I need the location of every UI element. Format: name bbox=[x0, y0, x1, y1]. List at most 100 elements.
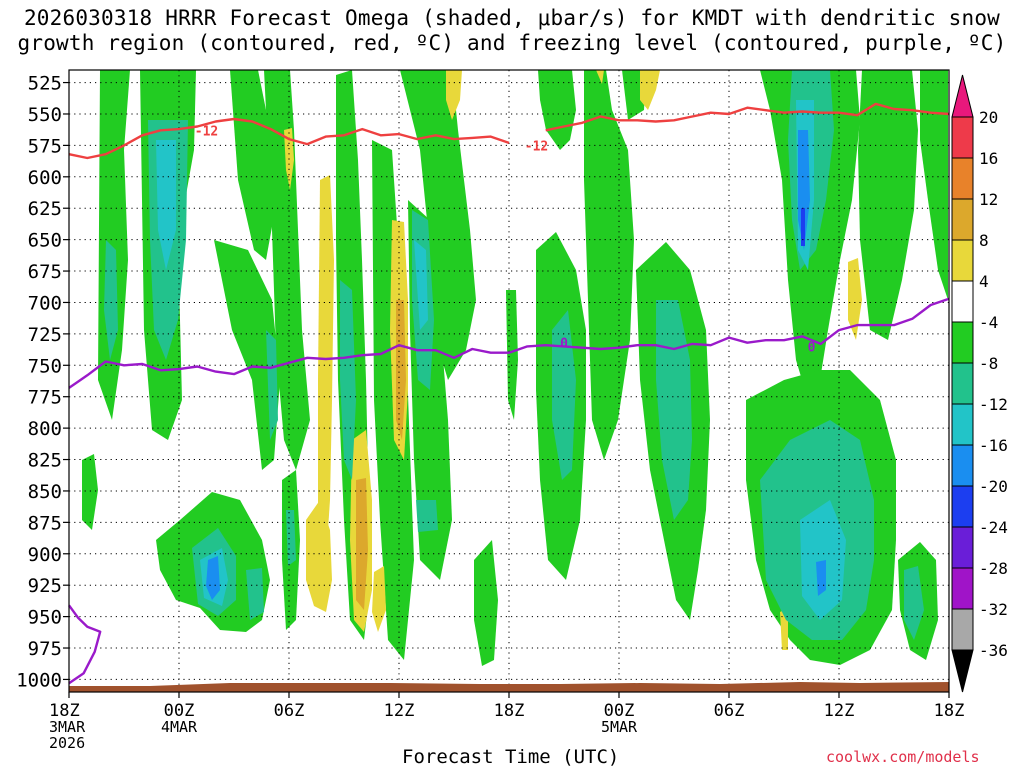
y-tick-label: 750 bbox=[28, 355, 62, 377]
omega-region bbox=[596, 70, 604, 84]
omega-region bbox=[800, 500, 846, 620]
contour-line bbox=[545, 102, 950, 132]
omega-region bbox=[920, 70, 948, 300]
colorbar-label: 20 bbox=[979, 108, 998, 127]
y-tick-label: 600 bbox=[28, 167, 62, 189]
y-tick-label: 1000 bbox=[16, 669, 62, 691]
x-tick-label: 2026 bbox=[49, 734, 85, 752]
omega-region bbox=[816, 560, 826, 596]
omega-region bbox=[414, 240, 428, 330]
contour-label: -12 bbox=[525, 139, 548, 154]
contour-line bbox=[68, 297, 950, 389]
colorbar-band bbox=[951, 239, 974, 282]
colorbar-label: -24 bbox=[979, 518, 1008, 537]
y-tick-label: 900 bbox=[28, 544, 62, 566]
omega-region bbox=[206, 556, 220, 600]
colorbar-band bbox=[951, 157, 974, 200]
y-tick-label: 925 bbox=[28, 575, 62, 597]
terrain-strip bbox=[69, 682, 949, 692]
colorbar-band bbox=[951, 526, 974, 569]
chart-title-line1: 2026030318 HRRR Forecast Omega (shaded, … bbox=[23, 6, 1001, 30]
colorbar-bottom-arrow bbox=[951, 649, 974, 693]
colorbar-label: 4 bbox=[979, 272, 989, 291]
contour-label: 0 bbox=[808, 340, 816, 355]
x-tick-label: 18Z bbox=[494, 701, 525, 721]
omega-region bbox=[104, 240, 118, 360]
colorbar-band bbox=[951, 198, 974, 241]
colorbar-label: 16 bbox=[979, 149, 998, 168]
omega-region bbox=[446, 70, 462, 120]
omega-region bbox=[266, 330, 278, 440]
colorbar-band bbox=[951, 362, 974, 405]
x-tick-label: 12Z bbox=[824, 701, 855, 721]
colorbar-band bbox=[951, 485, 974, 528]
colorbar-top-arrow bbox=[951, 74, 974, 118]
chart-title-line2: growth region (contoured, red, ºC) and f… bbox=[17, 31, 1007, 55]
omega-region bbox=[801, 208, 805, 246]
omega-region bbox=[214, 240, 280, 470]
y-tick-label: 850 bbox=[28, 481, 62, 503]
x-tick-label: 18Z bbox=[934, 701, 965, 721]
omega-region bbox=[858, 70, 918, 340]
credit-text: coolwx.com/models bbox=[826, 748, 980, 766]
omega-region bbox=[286, 510, 296, 566]
omega-region bbox=[246, 568, 264, 620]
x-tick-label: 00Z bbox=[164, 701, 195, 721]
colorbar: 20 16 12 8 4 -4 -8 -12 -16 -20 -24 -28 -32 -36 bbox=[951, 74, 1008, 693]
y-axis: 525 550 575 600 625 650 675 700 725 750 775 800 825 8… bbox=[16, 73, 69, 691]
x-tick-label: 06Z bbox=[714, 701, 745, 721]
colorbar-label: -8 bbox=[979, 354, 998, 373]
omega-region bbox=[396, 300, 406, 440]
y-tick-label: 625 bbox=[28, 198, 62, 220]
colorbar-band bbox=[951, 444, 974, 487]
y-tick-label: 675 bbox=[28, 261, 62, 283]
x-tick-label: 3MAR bbox=[49, 718, 86, 736]
colorbar-label: -12 bbox=[979, 395, 1008, 414]
x-axis-title: Forecast Time (UTC) bbox=[402, 746, 620, 768]
omega-region bbox=[904, 566, 924, 640]
y-tick-label: 700 bbox=[28, 292, 62, 314]
colorbar-label: -32 bbox=[979, 600, 1008, 619]
x-tick-label: 5MAR bbox=[601, 718, 638, 736]
colorbar-band bbox=[951, 116, 974, 159]
omega-region bbox=[474, 540, 498, 666]
contour-lines: -12 -12 0 0 bbox=[68, 102, 950, 685]
omega-region bbox=[640, 70, 660, 110]
colorbar-label: -4 bbox=[979, 313, 998, 332]
omega-region bbox=[552, 310, 576, 480]
colorbar-band bbox=[951, 280, 974, 323]
colorbar-band bbox=[951, 403, 974, 446]
contour-label: 0 bbox=[560, 337, 568, 352]
colorbar-label: -16 bbox=[979, 436, 1008, 455]
y-tick-label: 550 bbox=[28, 104, 62, 126]
y-tick-label: 800 bbox=[28, 418, 62, 440]
colorbar-label: -36 bbox=[979, 641, 1008, 660]
y-tick-label: 950 bbox=[28, 607, 62, 629]
omega-shading bbox=[82, 70, 948, 666]
omega-region bbox=[656, 300, 692, 520]
omega-region bbox=[340, 280, 356, 480]
x-tick-label: 12Z bbox=[384, 701, 415, 721]
colorbar-band bbox=[951, 608, 974, 651]
y-tick-label: 975 bbox=[28, 638, 62, 660]
omega-region bbox=[416, 500, 438, 532]
x-tick-label: 00Z bbox=[604, 701, 635, 721]
omega-region bbox=[306, 500, 332, 612]
omega-region bbox=[400, 70, 476, 380]
gridlines bbox=[69, 70, 949, 692]
x-tick-label: 18Z bbox=[49, 701, 80, 721]
x-tick-label: 4MAR bbox=[161, 718, 198, 736]
contour-line bbox=[68, 604, 102, 685]
omega-region bbox=[230, 70, 275, 260]
omega-region bbox=[372, 566, 386, 632]
omega-region bbox=[584, 70, 634, 460]
omega-region bbox=[264, 70, 310, 470]
x-tick-label: 06Z bbox=[274, 701, 305, 721]
colorbar-label: -20 bbox=[979, 477, 1008, 496]
colorbar-label: 8 bbox=[979, 231, 989, 250]
omega-region bbox=[82, 454, 98, 530]
y-tick-label: 525 bbox=[28, 73, 62, 95]
omega-region bbox=[848, 258, 862, 340]
